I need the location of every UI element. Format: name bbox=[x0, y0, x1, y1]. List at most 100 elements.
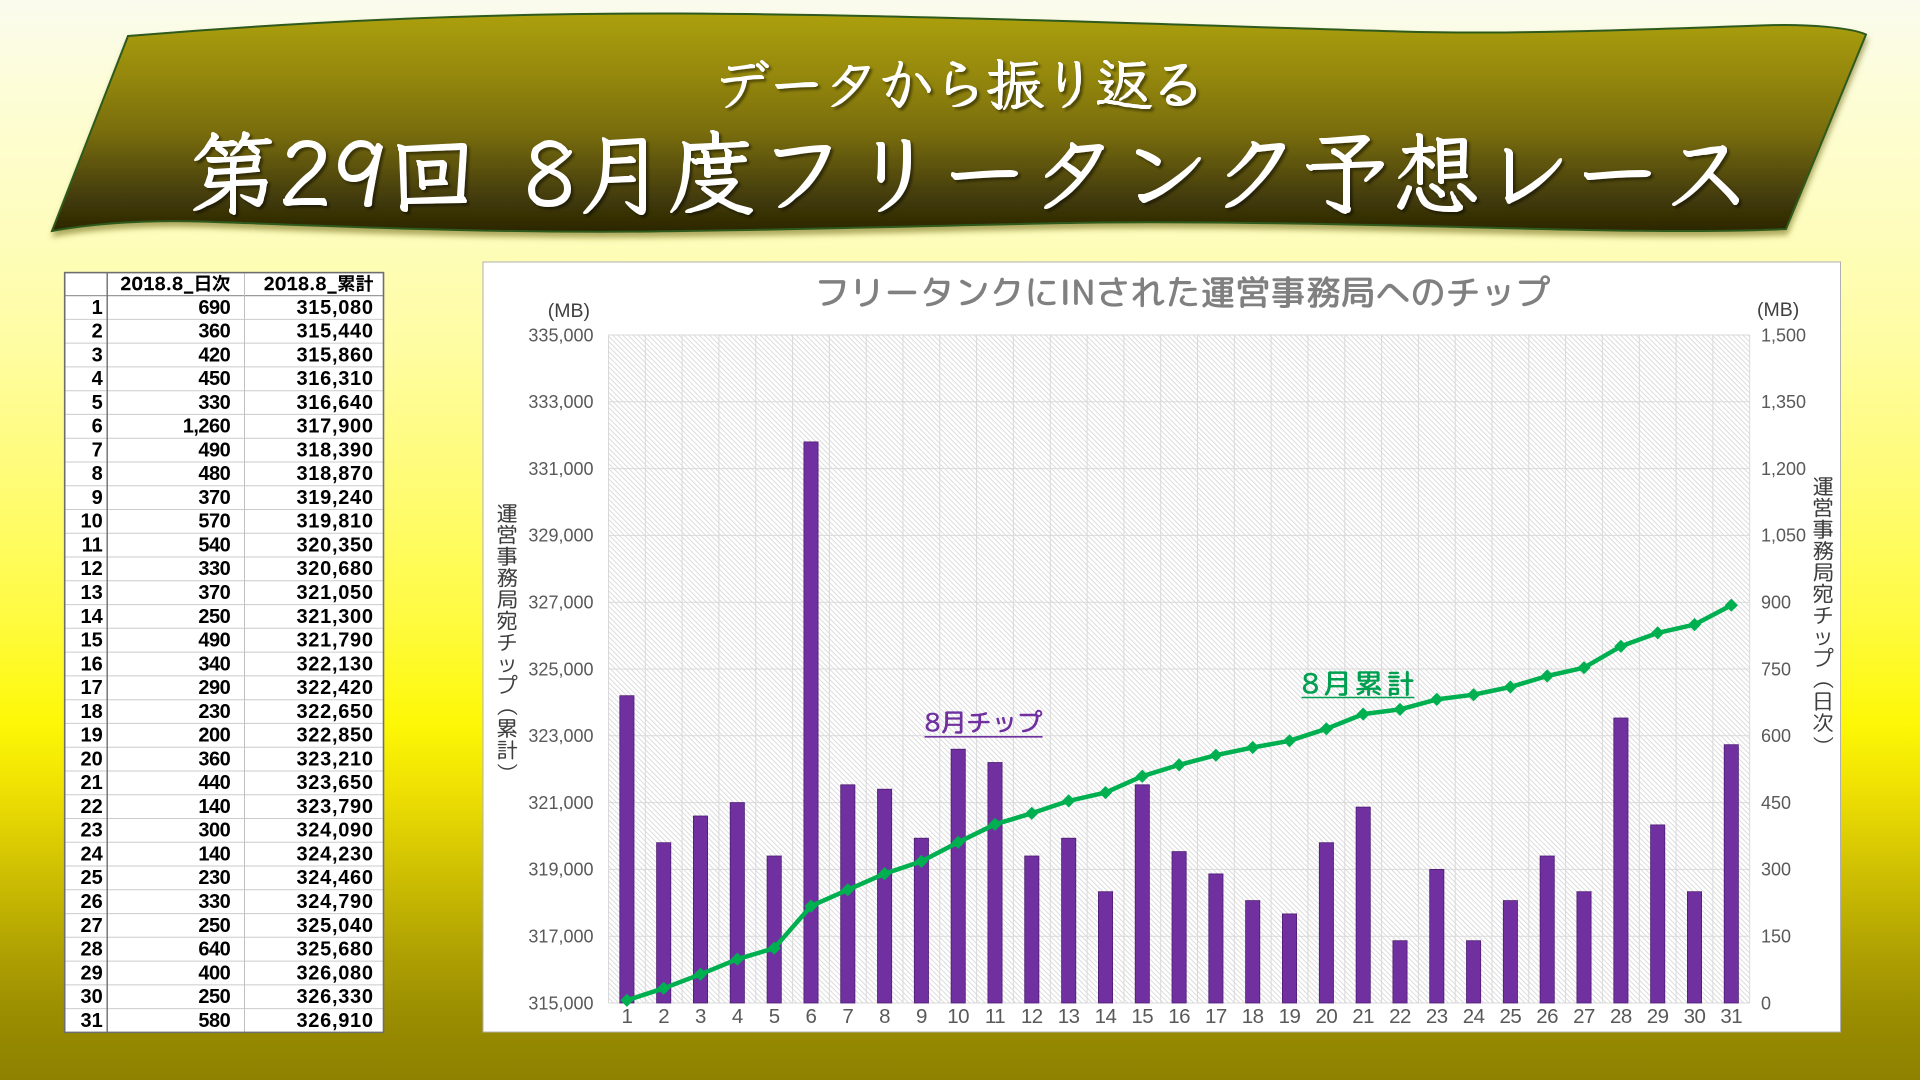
svg-text:18: 18 bbox=[81, 701, 103, 723]
svg-text:322,850: 322,850 bbox=[296, 725, 373, 747]
svg-text:26: 26 bbox=[81, 891, 103, 913]
svg-text:480: 480 bbox=[198, 463, 230, 485]
svg-text:31: 31 bbox=[81, 1010, 103, 1032]
svg-text:490: 490 bbox=[198, 630, 230, 652]
svg-text:5: 5 bbox=[92, 392, 103, 414]
svg-text:900: 900 bbox=[1761, 593, 1791, 613]
svg-text:4: 4 bbox=[92, 368, 104, 390]
svg-text:2: 2 bbox=[92, 321, 103, 343]
svg-text:327,000: 327,000 bbox=[528, 593, 593, 613]
svg-text:3: 3 bbox=[695, 1005, 706, 1028]
svg-text:2: 2 bbox=[658, 1005, 669, 1028]
svg-text:23: 23 bbox=[81, 820, 103, 842]
svg-text:17: 17 bbox=[1205, 1005, 1227, 1028]
svg-text:10: 10 bbox=[81, 511, 103, 533]
svg-text:316,310: 316,310 bbox=[296, 368, 373, 390]
svg-text:1: 1 bbox=[92, 297, 103, 319]
svg-text:29: 29 bbox=[1647, 1005, 1669, 1028]
svg-text:14: 14 bbox=[1095, 1005, 1117, 1028]
svg-text:321,050: 321,050 bbox=[296, 582, 373, 604]
svg-text:13: 13 bbox=[1058, 1005, 1080, 1028]
svg-text:230: 230 bbox=[198, 701, 230, 723]
svg-text:340: 340 bbox=[198, 653, 230, 675]
svg-text:360: 360 bbox=[198, 321, 230, 343]
svg-text:11: 11 bbox=[985, 1005, 1005, 1028]
svg-text:6: 6 bbox=[92, 416, 103, 438]
svg-text:325,680: 325,680 bbox=[296, 939, 373, 961]
svg-text:326,080: 326,080 bbox=[296, 962, 373, 984]
svg-text:150: 150 bbox=[1761, 927, 1791, 947]
svg-text:30: 30 bbox=[1684, 1005, 1706, 1028]
svg-text:324,460: 324,460 bbox=[296, 867, 373, 889]
svg-text:22: 22 bbox=[81, 796, 103, 818]
svg-text:325,000: 325,000 bbox=[528, 659, 593, 679]
svg-text:31: 31 bbox=[1720, 1005, 1742, 1028]
svg-text:323,000: 323,000 bbox=[528, 726, 593, 746]
svg-text:320,680: 320,680 bbox=[296, 558, 373, 580]
svg-text:7: 7 bbox=[92, 439, 103, 461]
svg-text:330: 330 bbox=[198, 558, 230, 580]
svg-text:324,230: 324,230 bbox=[296, 844, 373, 866]
svg-text:19: 19 bbox=[1279, 1005, 1301, 1028]
svg-text:330: 330 bbox=[198, 392, 230, 414]
svg-text:1,050: 1,050 bbox=[1761, 526, 1806, 546]
svg-text:1,500: 1,500 bbox=[1761, 325, 1806, 345]
svg-text:300: 300 bbox=[1761, 860, 1791, 880]
svg-text:450: 450 bbox=[1761, 793, 1791, 813]
svg-text:200: 200 bbox=[198, 725, 230, 747]
svg-text:323,210: 323,210 bbox=[296, 748, 373, 770]
svg-text:322,130: 322,130 bbox=[296, 653, 373, 675]
svg-text:25: 25 bbox=[81, 867, 103, 889]
svg-text:1: 1 bbox=[621, 1005, 632, 1028]
svg-text:325,040: 325,040 bbox=[296, 915, 373, 937]
svg-text:24: 24 bbox=[1463, 1005, 1485, 1028]
svg-text:8: 8 bbox=[879, 1005, 890, 1028]
svg-text:540: 540 bbox=[198, 535, 230, 557]
svg-text:319,810: 319,810 bbox=[296, 511, 373, 533]
svg-text:29: 29 bbox=[81, 962, 103, 984]
svg-text:450: 450 bbox=[198, 368, 230, 390]
svg-text:329,000: 329,000 bbox=[528, 526, 593, 546]
svg-text:20: 20 bbox=[1315, 1005, 1337, 1028]
svg-text:19: 19 bbox=[81, 725, 103, 747]
svg-text:1,200: 1,200 bbox=[1761, 459, 1806, 479]
svg-text:15: 15 bbox=[1131, 1005, 1153, 1028]
svg-text:18: 18 bbox=[1242, 1005, 1264, 1028]
svg-text:323,650: 323,650 bbox=[296, 772, 373, 794]
svg-text:24: 24 bbox=[81, 844, 104, 866]
svg-text:15: 15 bbox=[81, 630, 103, 652]
svg-text:14: 14 bbox=[81, 606, 104, 628]
svg-text:5: 5 bbox=[769, 1005, 780, 1028]
svg-text:335,000: 335,000 bbox=[528, 325, 593, 345]
svg-text:25: 25 bbox=[1499, 1005, 1521, 1028]
svg-text:23: 23 bbox=[1426, 1005, 1448, 1028]
svg-text:317,900: 317,900 bbox=[296, 416, 373, 438]
svg-text:420: 420 bbox=[198, 344, 230, 366]
svg-text:490: 490 bbox=[198, 439, 230, 461]
svg-text:250: 250 bbox=[198, 986, 230, 1008]
svg-text:(MB): (MB) bbox=[548, 300, 590, 322]
svg-text:4: 4 bbox=[732, 1005, 743, 1028]
svg-text:318,390: 318,390 bbox=[296, 439, 373, 461]
svg-text:1,350: 1,350 bbox=[1761, 392, 1806, 412]
svg-text:315,860: 315,860 bbox=[296, 344, 373, 366]
svg-text:330: 330 bbox=[198, 891, 230, 913]
svg-text:230: 230 bbox=[198, 867, 230, 889]
svg-text:(MB): (MB) bbox=[1757, 299, 1799, 321]
svg-text:315,080: 315,080 bbox=[296, 297, 373, 319]
svg-text:16: 16 bbox=[1168, 1005, 1190, 1028]
svg-text:315,000: 315,000 bbox=[528, 993, 593, 1013]
svg-text:22: 22 bbox=[1389, 1005, 1411, 1028]
svg-text:17: 17 bbox=[81, 677, 103, 699]
svg-text:28: 28 bbox=[81, 939, 103, 961]
svg-text:30: 30 bbox=[81, 986, 103, 1008]
svg-text:440: 440 bbox=[198, 772, 230, 794]
svg-text:10: 10 bbox=[947, 1005, 969, 1028]
svg-text:8: 8 bbox=[92, 463, 103, 485]
svg-text:600: 600 bbox=[1761, 726, 1791, 746]
svg-text:20: 20 bbox=[81, 748, 103, 770]
svg-text:321,000: 321,000 bbox=[528, 793, 593, 813]
svg-text:316,640: 316,640 bbox=[296, 392, 373, 414]
svg-text:140: 140 bbox=[198, 796, 230, 818]
svg-text:370: 370 bbox=[198, 487, 230, 509]
